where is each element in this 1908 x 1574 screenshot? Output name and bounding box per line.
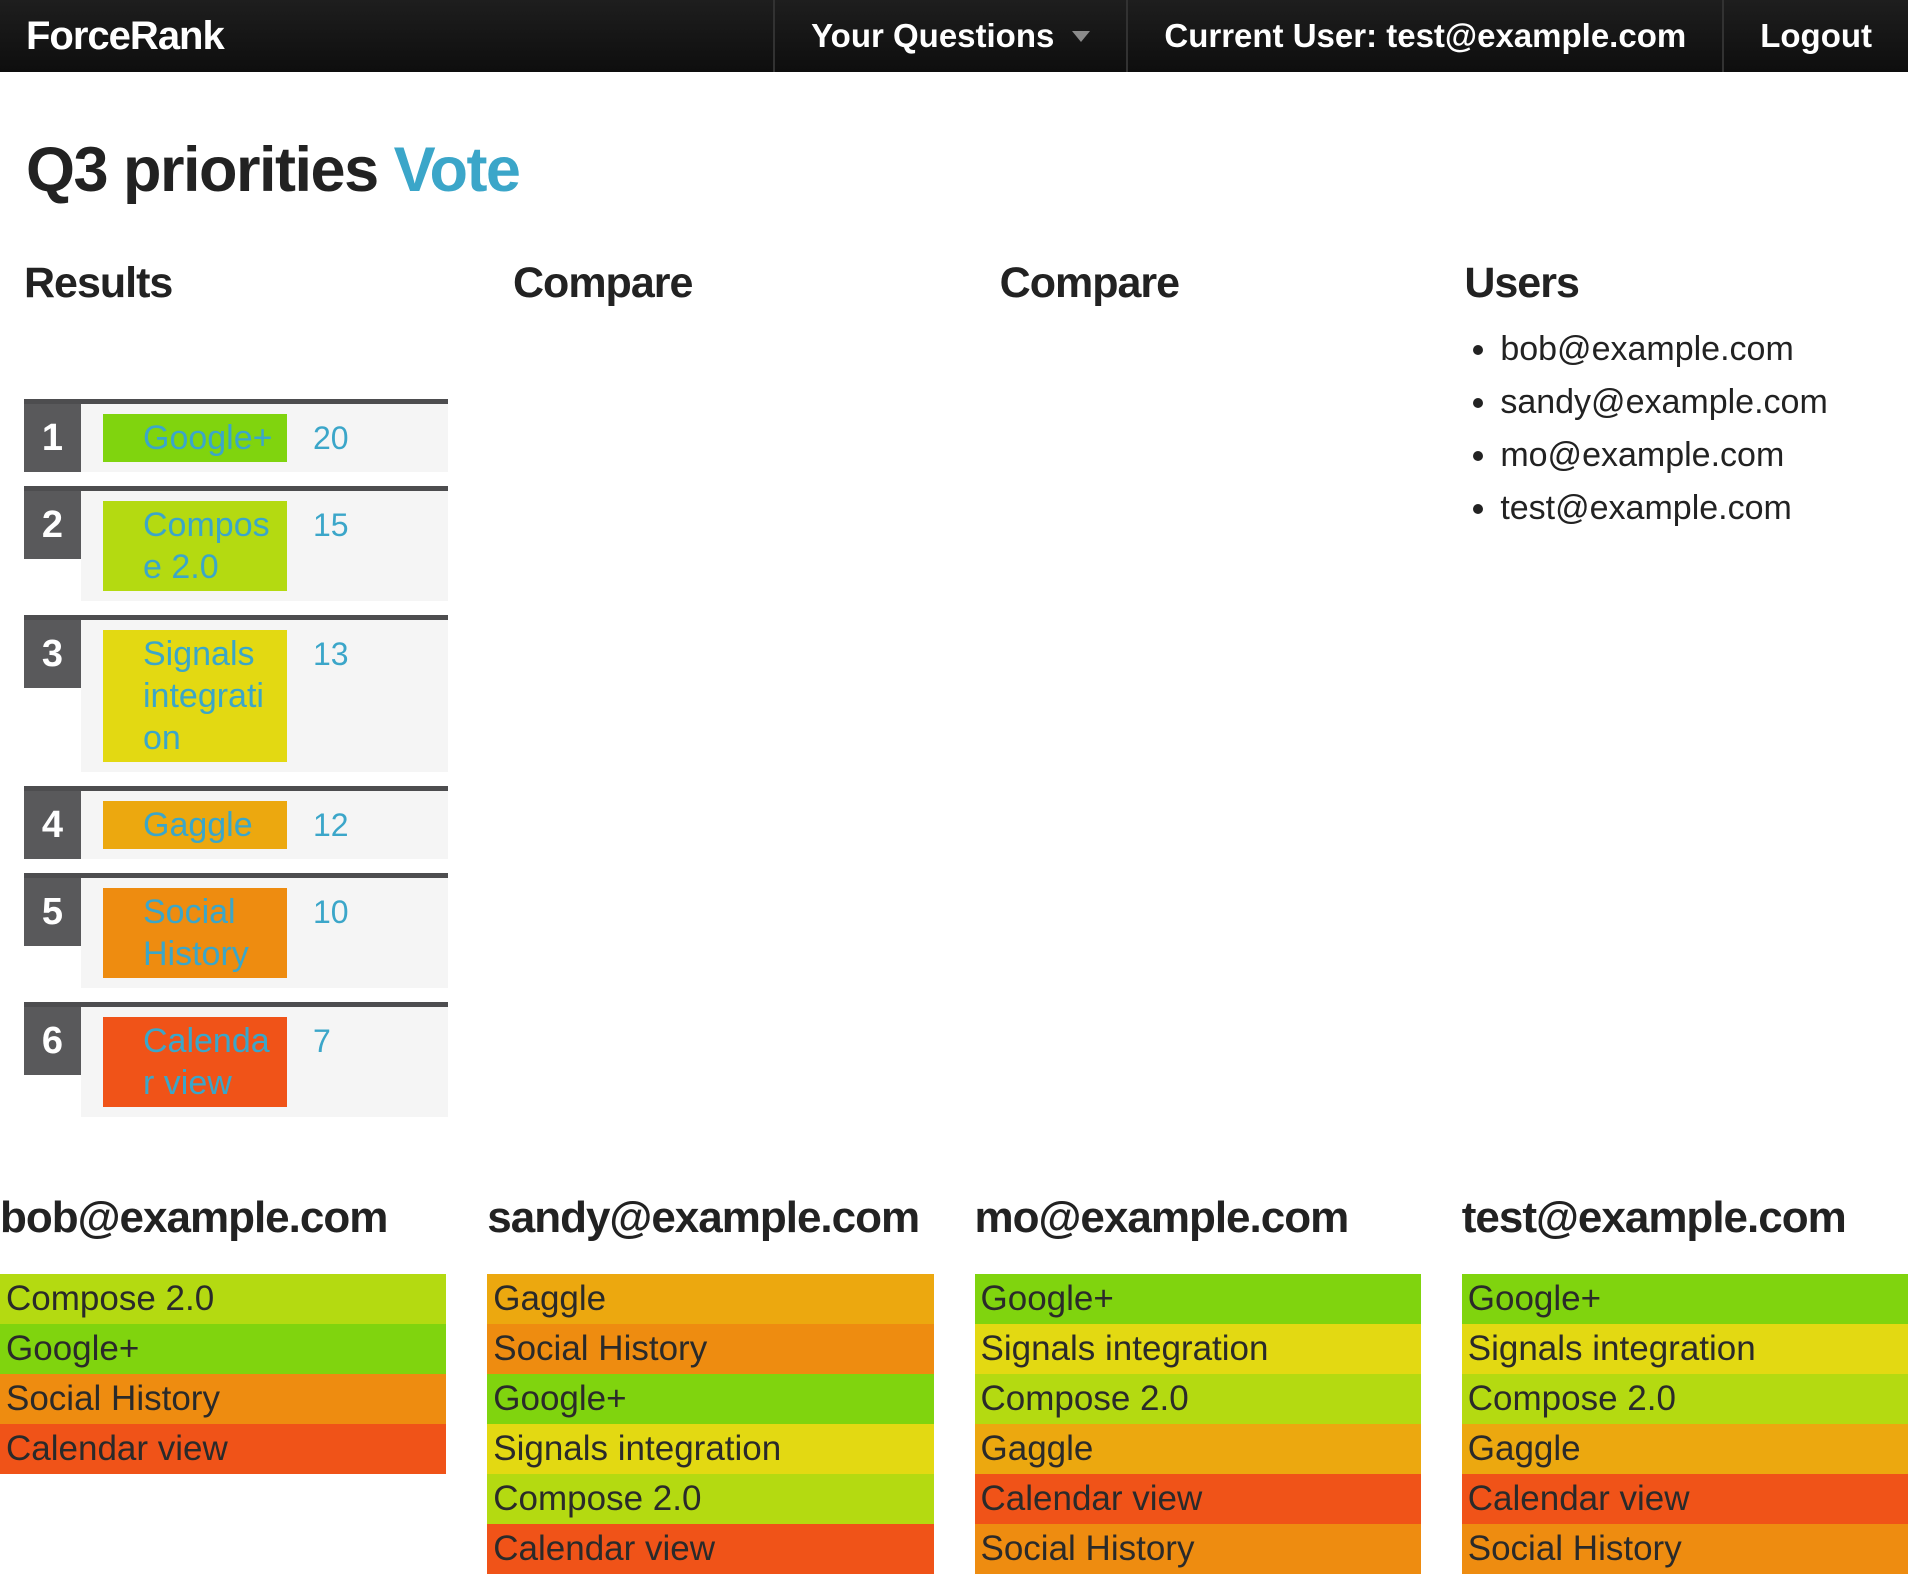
ballot-ranking-row: Signals integration (487, 1423, 934, 1474)
result-row: 1 Google+ 20 (24, 399, 448, 473)
result-vote-count: 12 (313, 807, 349, 844)
ballot-user-heading: test@example.com (1461, 1193, 1847, 1243)
ballot-ranking-row: Compose 2.0 (974, 1373, 1421, 1424)
results-column: Results 1 Google+ 20 2 Compose 2.0 (0, 262, 448, 1131)
navbar: ForceRank Your Questions Current User: t… (0, 0, 1908, 72)
rank-badge: 1 (24, 404, 81, 473)
result-vote-count: 7 (313, 1023, 331, 1060)
ballot-ranking-row: Gaggle (487, 1273, 934, 1324)
result-row-body: Social History 10 (81, 878, 448, 989)
ballot-column-bob: bob@example.com Compose 2.0 Google+ Soci… (0, 1193, 447, 1573)
result-row-body: Google+ 20 (81, 404, 448, 473)
vote-link[interactable]: Vote (393, 135, 521, 205)
rank-badge: 4 (24, 791, 81, 860)
ballot-ranking-row: Social History (1461, 1523, 1908, 1574)
result-row-body: Compose 2.0 15 (81, 491, 448, 602)
ballot-ranking-row: Calendar view (487, 1523, 934, 1574)
users-list: bob@example.com sandy@example.com mo@exa… (1464, 329, 1908, 528)
users-column: Users bob@example.com sandy@example.com … (1462, 262, 1908, 1131)
top-grid: Results 1 Google+ 20 2 Compose 2.0 (0, 262, 1908, 1131)
chevron-down-icon (1072, 30, 1091, 42)
ballot-column-mo: mo@example.com Google+ Signals integrati… (974, 1193, 1421, 1574)
result-row-body: Signals integration 13 (81, 620, 448, 773)
logout-text: Logout (1760, 17, 1872, 54)
result-vote-count: 10 (313, 894, 349, 931)
result-row-body: Calendar view 7 (81, 1007, 448, 1118)
ballot-ranking-row: Calendar view (974, 1473, 1421, 1524)
ballot-rankings: Google+ Signals integration Compose 2.0 … (974, 1273, 1421, 1574)
result-row: 5 Social History 10 (24, 873, 448, 989)
ballot-ranking-row: Social History (974, 1523, 1421, 1574)
compare-right-heading: Compare (999, 259, 1180, 308)
user-email-item: mo@example.com (1500, 435, 1908, 476)
ballot-ranking-row: Social History (487, 1323, 934, 1374)
result-vote-count: 13 (313, 636, 349, 673)
result-item-label: Signals integration (103, 630, 287, 763)
result-item-label: Gaggle (103, 801, 287, 850)
your-questions-label: Your Questions (811, 17, 1055, 54)
brand-link[interactable]: ForceRank (26, 13, 225, 58)
rank-badge: 2 (24, 491, 81, 560)
ballot-column-test: test@example.com Google+ Signals integra… (1461, 1193, 1908, 1574)
ballot-ranking-row: Compose 2.0 (1461, 1373, 1908, 1424)
ballot-rankings: Compose 2.0 Google+ Social History Calen… (0, 1273, 447, 1474)
page-title: Q3 priorities Vote (26, 134, 1908, 206)
ballot-ranking-row: Gaggle (974, 1423, 1421, 1474)
user-email-item: sandy@example.com (1500, 382, 1908, 423)
result-row: 2 Compose 2.0 15 (24, 486, 448, 602)
users-heading: Users (1464, 259, 1580, 308)
compare-left-heading: Compare (513, 259, 693, 308)
ballot-ranking-row: Social History (0, 1373, 447, 1424)
ballot-ranking-row: Google+ (487, 1373, 934, 1424)
ballot-rankings: Gaggle Social History Google+ Signals in… (487, 1273, 934, 1574)
ballot-ranking-row: Gaggle (1461, 1423, 1908, 1474)
ballot-ranking-row: Google+ (974, 1273, 1421, 1324)
ballot-ranking-row: Calendar view (0, 1423, 447, 1474)
result-row: 3 Signals integration 13 (24, 615, 448, 773)
result-item-label: Google+ (103, 414, 287, 463)
rank-badge: 6 (24, 1007, 81, 1076)
ballot-ranking-row: Calendar view (1461, 1473, 1908, 1524)
ballot-ranking-row: Google+ (0, 1323, 447, 1374)
current-user-text: Current User: test@example.com (1164, 17, 1687, 54)
result-row: 6 Calendar view 7 (24, 1002, 448, 1118)
result-row: 4 Gaggle 12 (24, 786, 448, 860)
ballot-user-heading: mo@example.com (974, 1193, 1350, 1243)
ballot-column-sandy: sandy@example.com Gaggle Social History … (487, 1193, 934, 1574)
results-heading: Results (24, 259, 173, 308)
question-title: Q3 priorities (26, 135, 379, 205)
result-item-label: Calendar view (103, 1017, 287, 1108)
your-questions-menu[interactable]: Your Questions (773, 0, 1126, 72)
result-vote-count: 20 (313, 420, 349, 457)
user-email-item: bob@example.com (1500, 329, 1908, 370)
ballot-ranking-row: Signals integration (974, 1323, 1421, 1374)
ballot-user-heading: bob@example.com (0, 1193, 388, 1243)
ballot-ranking-row: Compose 2.0 (0, 1273, 447, 1324)
result-item-label: Compose 2.0 (103, 501, 287, 592)
current-user-label: Current User: test@example.com (1126, 0, 1722, 72)
result-row-body: Gaggle 12 (81, 791, 448, 860)
results-list: 1 Google+ 20 2 Compose 2.0 15 (24, 399, 448, 1118)
ballot-ranking-row: Google+ (1461, 1273, 1908, 1324)
logout-link[interactable]: Logout (1722, 0, 1908, 72)
user-email-item: test@example.com (1500, 488, 1908, 529)
compare-left-column: Compare (489, 262, 935, 1131)
ballot-rankings: Google+ Signals integration Compose 2.0 … (1461, 1273, 1908, 1574)
rank-badge: 5 (24, 878, 81, 947)
result-vote-count: 15 (313, 507, 349, 544)
ballot-user-heading: sandy@example.com (487, 1193, 920, 1243)
navbar-right: Your Questions Current User: test@exampl… (773, 0, 1908, 72)
ballot-ranking-row: Signals integration (1461, 1323, 1908, 1374)
rank-badge: 3 (24, 620, 81, 689)
ballot-ranking-row: Compose 2.0 (487, 1473, 934, 1524)
ballots-grid: bob@example.com Compose 2.0 Google+ Soci… (0, 1193, 1908, 1574)
result-item-label: Social History (103, 888, 287, 979)
compare-right-column: Compare (976, 262, 1422, 1131)
